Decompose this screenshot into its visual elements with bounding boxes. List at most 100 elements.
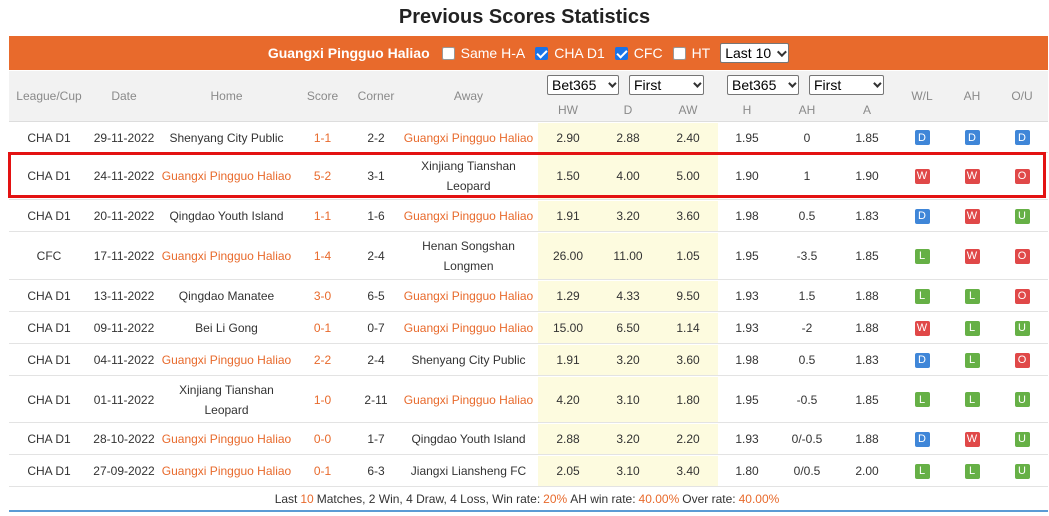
cell-ahr: W	[947, 201, 997, 231]
cell-value: 3.20	[616, 353, 640, 367]
bookmaker-select-ah[interactable]: Bet365	[727, 75, 799, 95]
score-link[interactable]: 1-0	[313, 392, 332, 407]
cell-value: 1.5	[798, 289, 816, 303]
away-team-link[interactable]: Henan Songshan Longmen	[422, 239, 515, 273]
cell-home: Guangxi Pingguo Haliao	[159, 345, 294, 375]
cell-aw: 1.80	[658, 377, 718, 422]
cell-corner: 6-3	[351, 456, 401, 486]
last-n-select[interactable]: Last 10	[720, 43, 790, 63]
cell-value: 1.80	[735, 464, 759, 478]
cell-score: 1-4	[294, 233, 351, 279]
table-row: CHA D1 29-11-2022 Shenyang City Public 1-1 2…	[9, 123, 1048, 153]
cell-home: Qingdao Youth Island	[159, 201, 294, 231]
period-select-1x2[interactable]: First	[629, 75, 704, 95]
cell-score: 2-2	[294, 345, 351, 375]
result-badge: D	[964, 130, 980, 145]
cell-ah: 1.5	[777, 281, 837, 311]
same-ha-checkbox[interactable]	[441, 46, 455, 60]
home-team-link[interactable]: Shenyang City Public	[169, 130, 284, 145]
away-team-link[interactable]: Guangxi Pingguo Haliao	[403, 321, 534, 335]
page-title: Previous Scores Statistics	[398, 6, 651, 28]
home-team-link[interactable]: Qingdao Youth Island	[169, 209, 284, 223]
result-badge: U	[1014, 463, 1030, 479]
header-away: Away	[453, 89, 484, 103]
away-team-link[interactable]: Xinjiang Tianshan Leopard	[421, 159, 516, 193]
ht-checkbox[interactable]	[672, 46, 686, 60]
home-team-link[interactable]: Guangxi Pingguo Haliao	[161, 432, 292, 446]
score-link[interactable]: 1-1	[313, 130, 332, 145]
result-badge: O	[1014, 352, 1030, 368]
cell-aw: 2.20	[658, 424, 718, 454]
score-link[interactable]: 0-0	[313, 432, 332, 446]
cell-value: 1-6	[367, 209, 385, 223]
table-header: League/Cup Date Home Score Corner Away B…	[9, 71, 1048, 122]
header-a: A	[862, 103, 871, 117]
score-link[interactable]: 1-4	[313, 249, 332, 263]
away-team-link[interactable]: Qingdao Youth Island	[411, 432, 526, 446]
cell-value: 17-11-2022	[93, 249, 155, 263]
score-link[interactable]: 5-2	[313, 169, 332, 183]
away-team-link[interactable]: Guangxi Pingguo Haliao	[403, 289, 534, 303]
cell-ahr: L	[947, 345, 997, 375]
cell-ou: O	[997, 153, 1047, 199]
cell-home: Guangxi Pingguo Haliao	[159, 153, 294, 199]
away-team-link[interactable]: Guangxi Pingguo Haliao	[403, 130, 534, 145]
score-link[interactable]: 3-0	[313, 289, 332, 303]
home-team-link[interactable]: Xinjiang Tianshan Leopard	[179, 382, 274, 417]
cell-value: 6-5	[367, 289, 385, 303]
result-badge: U	[1014, 392, 1030, 407]
home-team-link[interactable]: Guangxi Pingguo Haliao	[161, 169, 292, 183]
cell-home: Qingdao Manatee	[159, 281, 294, 311]
cell-value: CHA D1	[27, 130, 71, 145]
home-team-link[interactable]: Bei Li Gong	[195, 321, 258, 335]
cell-home: Guangxi Pingguo Haliao	[159, 424, 294, 454]
cell-d: 3.20	[598, 201, 658, 231]
score-link[interactable]: 0-1	[313, 321, 332, 335]
cell-score: 5-2	[294, 153, 351, 199]
cell-h: 1.95	[717, 233, 777, 279]
away-team-link[interactable]: Shenyang City Public	[411, 353, 526, 367]
away-team-link[interactable]: Guangxi Pingguo Haliao	[403, 209, 534, 223]
score-link[interactable]: 2-2	[313, 353, 332, 367]
cell-wl: L	[897, 456, 947, 486]
cell-value: 13-11-2022	[93, 289, 155, 303]
cell-aw: 3.60	[658, 201, 718, 231]
cell-value: -0.5	[796, 392, 818, 407]
cell-value: 0.5	[798, 353, 816, 367]
away-team-link[interactable]: Jiangxi Liansheng FC	[410, 464, 527, 478]
score-link[interactable]: 1-1	[313, 209, 332, 223]
home-team-link[interactable]: Guangxi Pingguo Haliao	[161, 464, 292, 478]
filter-cfc[interactable]: CFC	[614, 45, 663, 61]
cell-away: Xinjiang Tianshan Leopard	[401, 153, 536, 199]
cell-d: 6.50	[598, 313, 658, 343]
header-ou: O/U	[1011, 89, 1033, 103]
filter-ht[interactable]: HT	[672, 45, 710, 61]
result-badge: D	[914, 352, 930, 368]
result-badge: D	[1014, 130, 1030, 145]
cell-value: 1.85	[855, 249, 879, 263]
home-team-link[interactable]: Guangxi Pingguo Haliao	[161, 353, 292, 367]
cfc-checkbox[interactable]	[614, 46, 628, 60]
result-badge: L	[914, 248, 930, 264]
cell-value: CHA D1	[27, 432, 71, 446]
away-team-link[interactable]: Guangxi Pingguo Haliao	[403, 392, 534, 407]
cell-wl: W	[897, 153, 947, 199]
table-row: CHA D1 01-11-2022 Xinjiang Tianshan Leopar…	[9, 377, 1048, 423]
home-team-link[interactable]: Guangxi Pingguo Haliao	[161, 249, 292, 263]
filter-same-ha[interactable]: Same H-A	[441, 45, 525, 61]
table-row: CHA D1 20-11-2022 Qingdao Youth Island 1-1 1…	[9, 201, 1048, 232]
cell-hw: 1.91	[538, 201, 598, 231]
cell-h: 1.93	[717, 281, 777, 311]
cell-value: 2.90	[556, 130, 580, 145]
bookmaker-select-1x2[interactable]: Bet365	[547, 75, 619, 95]
score-link[interactable]: 0-1	[313, 464, 332, 478]
cell-value: 1.90	[735, 169, 759, 183]
filter-cha-d1[interactable]: CHA D1	[535, 45, 605, 61]
cell-hw: 1.91	[538, 345, 598, 375]
cell-value: 1.05	[676, 249, 700, 263]
cell-away: Guangxi Pingguo Haliao	[401, 313, 536, 343]
header-d: D	[623, 103, 633, 117]
cha-d1-checkbox[interactable]	[535, 46, 549, 60]
period-select-ah[interactable]: First	[809, 75, 884, 95]
home-team-link[interactable]: Qingdao Manatee	[178, 289, 275, 303]
